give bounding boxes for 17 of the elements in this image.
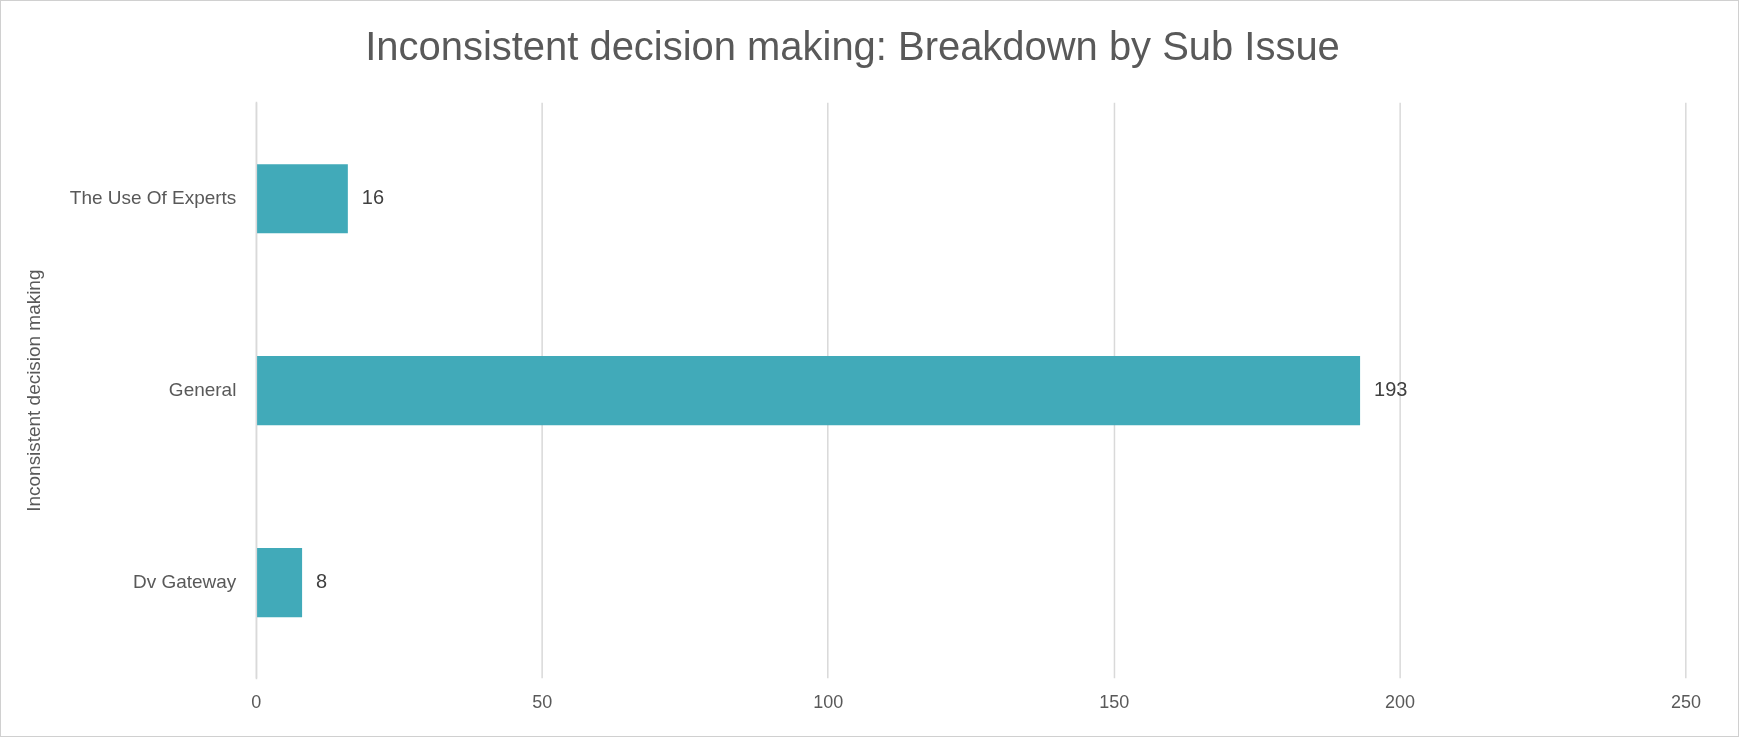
x-tick-label: 200 [1385, 692, 1416, 713]
x-tick-label: 250 [1671, 692, 1702, 713]
data-label: 193 [1374, 378, 1408, 401]
y-tick-label: Dv Gateway [133, 570, 237, 592]
bar [257, 164, 348, 234]
x-tick-label: 0 [251, 692, 262, 713]
y-axis-title: Inconsistent decision making [22, 269, 44, 512]
chart-title: Inconsistent decision making: Breakdown by Sub Issue [365, 23, 1340, 68]
y-tick-label: General [168, 378, 237, 400]
x-tick-label: 50 [532, 692, 553, 713]
x-tick-label: 100 [813, 692, 844, 713]
bar [257, 356, 1361, 426]
x-tick-label: 150 [1099, 692, 1130, 713]
y-tick-label: The Use Of Experts [69, 186, 237, 208]
data-label: 16 [361, 186, 385, 209]
bar [257, 548, 303, 618]
data-label: 8 [316, 570, 328, 593]
